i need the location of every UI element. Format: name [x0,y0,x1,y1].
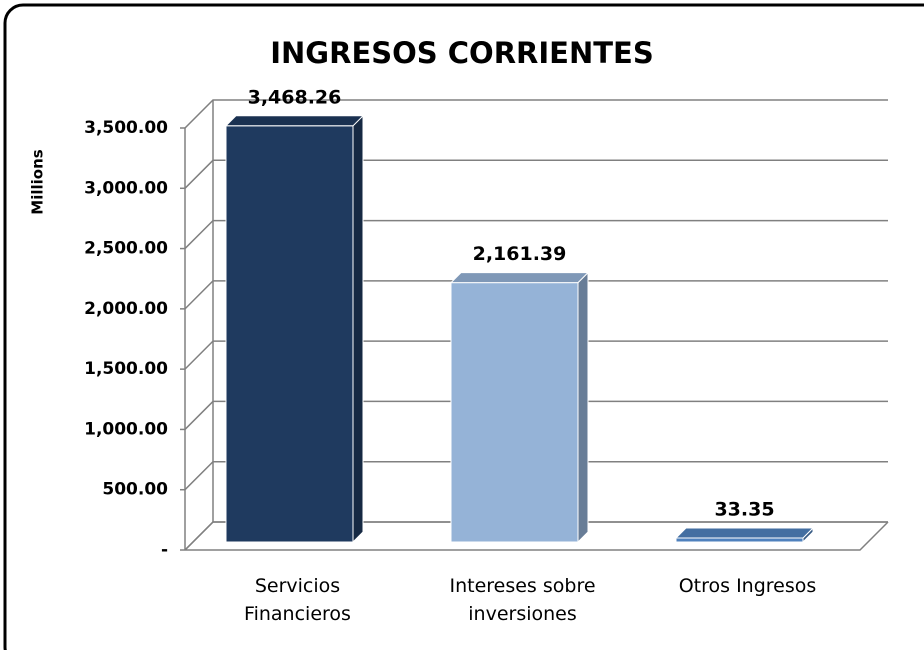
grid-line [184,99,888,129]
bar-top [224,115,365,127]
y-axis-title: Millions [29,149,47,214]
x-tick-label: Otros Ingresos [678,575,817,597]
bar-top [449,272,590,284]
bar-side [352,114,364,544]
y-tick-label: 1,500.00 [84,359,168,379]
y-tick-label: 2,500.00 [84,239,168,259]
y-tick-label: 3,000.00 [84,178,168,198]
bar-side [577,271,589,544]
y-tick-label: 2,000.00 [84,299,168,319]
bar [225,125,354,543]
grid-line [184,400,888,430]
y-tick-label: 1,000.00 [84,419,168,439]
grid-line [184,521,888,551]
y-tick-label: 3,500.00 [84,118,168,138]
x-tick-label: Intereses sobre inversiones [449,575,596,625]
grid-line [184,159,888,189]
y-tick-label: - [161,540,168,560]
y-tick-label: 500.00 [102,480,168,500]
data-label: 33.35 [714,498,774,520]
grid-line [184,219,888,250]
data-label: 3,468.26 [248,86,342,108]
data-label: 2,161.39 [473,243,567,265]
bar-top [674,527,815,539]
chart-title: INGRESOS CORRIENTES [270,36,653,70]
grid-line [184,280,888,310]
grid-line [184,340,888,370]
x-tick-label: Servicios Financieros [244,575,351,625]
grid-line [184,460,888,491]
bar [675,537,804,543]
bar [450,282,579,543]
